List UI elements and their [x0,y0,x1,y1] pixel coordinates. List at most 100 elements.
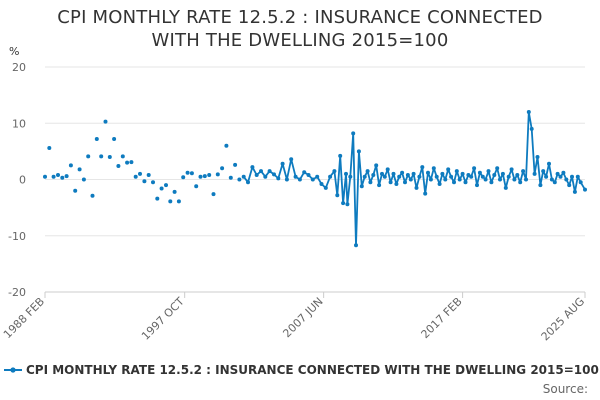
data-point[interactable] [338,153,343,158]
data-point[interactable] [434,174,439,179]
data-point[interactable] [541,169,546,174]
data-point[interactable] [486,169,491,174]
data-point[interactable] [532,171,537,176]
data-point[interactable] [185,170,190,175]
data-point[interactable] [362,174,367,179]
data-point[interactable] [155,196,160,201]
data-point[interactable] [351,131,356,136]
data-point[interactable] [405,173,410,177]
data-point[interactable] [498,177,502,182]
data-point[interactable] [365,169,370,174]
data-point[interactable] [344,171,348,176]
data-point[interactable] [483,177,488,182]
data-point[interactable] [233,162,238,167]
data-point[interactable] [306,173,311,177]
data-point[interactable] [259,169,263,174]
data-point[interactable] [94,137,99,141]
data-point[interactable] [440,171,445,176]
data-point[interactable] [549,177,554,182]
data-point[interactable] [43,174,47,179]
data-point[interactable] [500,171,505,176]
data-point[interactable] [310,177,315,182]
data-point[interactable] [194,184,199,189]
data-point[interactable] [73,188,78,193]
data-point[interactable] [133,174,138,179]
data-point[interactable] [377,183,382,188]
legend[interactable]: CPI MONTHLY RATE 12.5.2 : INSURANCE CONN… [4,363,599,377]
data-point[interactable] [535,155,540,159]
data-point[interactable] [302,170,307,175]
data-point[interactable] [51,174,56,179]
data-point[interactable] [547,161,551,166]
data-point[interactable] [518,180,523,185]
data-point[interactable] [345,202,350,207]
data-point[interactable] [452,180,456,185]
data-point[interactable] [512,177,517,182]
data-point[interactable] [538,183,543,188]
data-point[interactable] [250,165,255,170]
data-point[interactable] [446,167,451,172]
data-point[interactable] [263,174,268,179]
data-point[interactable] [385,167,390,172]
data-point[interactable] [426,170,430,175]
data-point[interactable] [224,143,229,148]
data-point[interactable] [420,165,425,170]
data-point[interactable] [417,174,422,179]
data-point[interactable] [99,154,104,159]
data-point[interactable] [526,110,531,114]
data-point[interactable] [354,243,358,248]
data-point[interactable] [323,185,328,190]
data-point[interactable] [56,173,60,177]
data-point[interactable] [276,176,281,181]
data-point[interactable] [181,175,186,180]
data-point[interactable] [423,191,428,196]
data-point[interactable] [443,177,448,182]
data-point[interactable] [64,174,69,179]
data-point[interactable] [544,174,549,179]
data-point[interactable] [509,167,514,172]
data-point[interactable] [480,174,485,179]
data-point[interactable] [475,183,479,188]
data-point[interactable] [81,177,86,182]
data-point[interactable] [555,171,560,176]
data-point[interactable] [138,171,142,176]
data-point[interactable] [374,163,379,168]
data-point[interactable] [564,177,569,182]
data-point[interactable] [529,126,534,131]
data-point[interactable] [388,180,393,185]
data-point[interactable] [391,171,396,176]
data-point[interactable] [146,173,151,177]
data-point[interactable] [202,174,207,179]
data-point[interactable] [215,172,220,177]
data-point[interactable] [454,169,459,174]
data-point[interactable] [469,174,474,179]
data-point[interactable] [168,199,173,204]
data-point[interactable] [380,171,384,176]
data-point[interactable] [368,180,373,185]
data-point[interactable] [575,174,580,179]
data-point[interactable] [428,177,433,182]
data-point[interactable] [328,174,333,179]
data-point[interactable] [241,174,246,179]
data-point[interactable] [495,166,500,171]
data-point[interactable] [90,193,95,198]
data-point[interactable] [457,177,462,182]
data-point[interactable] [125,160,130,165]
data-point[interactable] [228,175,233,180]
data-point[interactable] [189,171,194,176]
data-point[interactable] [558,174,563,179]
data-point[interactable] [570,174,574,179]
data-point[interactable] [431,166,436,171]
data-point[interactable] [254,173,259,177]
data-point[interactable] [400,170,405,175]
data-point[interactable] [460,171,465,176]
data-point[interactable] [578,180,583,185]
data-point[interactable] [572,189,577,194]
data-point[interactable] [289,157,294,162]
data-point[interactable] [267,169,272,174]
data-point[interactable] [198,174,203,179]
data-point[interactable] [164,183,168,188]
data-point[interactable] [86,154,91,159]
data-point[interactable] [411,171,416,176]
data-point[interactable] [116,164,121,168]
